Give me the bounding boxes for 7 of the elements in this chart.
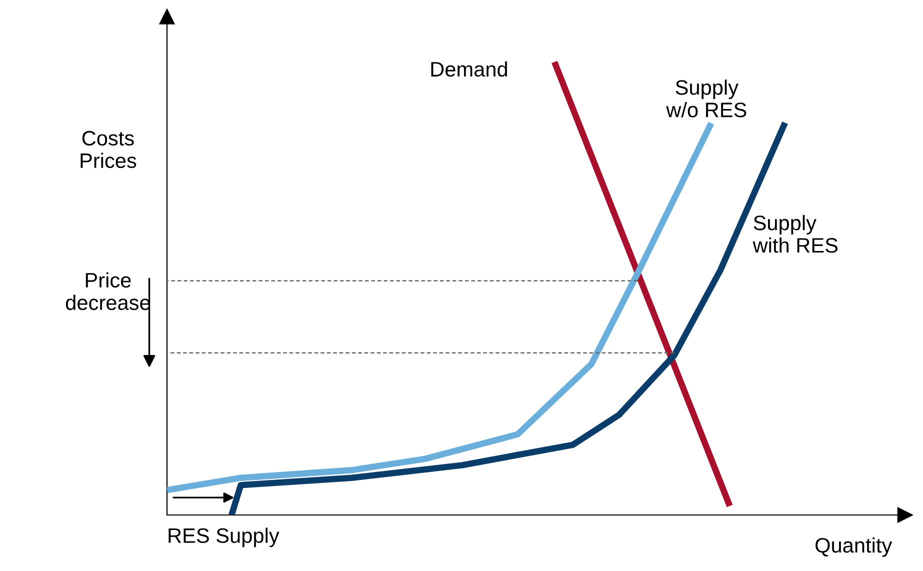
text: Price decrease: [66, 272, 150, 310]
text: RES Supply: [168, 528, 280, 548]
series-label: Supply with RES: [752, 215, 838, 253]
text: Demand: [431, 61, 507, 77]
x-axis-title: Quantity: [816, 537, 892, 557]
y-axis-title: Costs Prices: [80, 130, 136, 168]
series-label: Supply w/o RES: [666, 80, 746, 118]
